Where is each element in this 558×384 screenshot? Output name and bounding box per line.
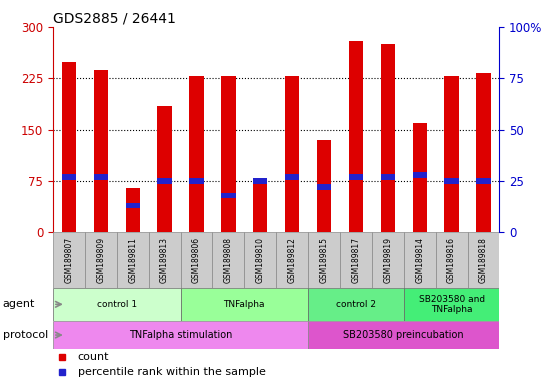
Bar [404,288,499,321]
Bar [381,44,395,232]
Bar [477,73,490,232]
Bar [157,178,172,184]
Bar [53,288,181,321]
Bar [477,178,490,184]
Bar [157,106,172,232]
Bar [285,76,299,232]
Bar [181,232,213,288]
Bar [253,179,267,232]
Bar [62,63,76,232]
Bar [404,232,436,288]
Bar [444,178,459,184]
Bar [53,321,308,349]
Text: GSM189815: GSM189815 [320,237,329,283]
Bar [317,184,331,190]
Text: GSM189808: GSM189808 [224,237,233,283]
Bar [253,178,267,184]
Text: TNFalpha stimulation: TNFalpha stimulation [129,330,232,340]
Text: percentile rank within the sample: percentile rank within the sample [78,367,266,377]
Text: control 1: control 1 [97,300,137,309]
Bar [468,232,499,288]
Text: GSM189813: GSM189813 [160,237,169,283]
Bar [349,41,363,232]
Text: GSM189819: GSM189819 [383,237,392,283]
Bar [126,188,140,232]
Bar [221,76,235,232]
Text: GSM189811: GSM189811 [128,237,137,283]
Bar [189,178,204,184]
Bar [117,232,148,288]
Text: GSM189810: GSM189810 [256,237,264,283]
Bar [213,232,244,288]
Bar [148,232,181,288]
Text: SB203580 preincubation: SB203580 preincubation [343,330,464,340]
Bar [53,232,85,288]
Bar [221,193,235,198]
Text: GSM189812: GSM189812 [288,237,297,283]
Bar [94,174,108,180]
Bar [62,174,76,180]
Bar [285,174,299,180]
Text: GSM189816: GSM189816 [447,237,456,283]
Bar [189,76,204,232]
Bar [317,140,331,232]
Text: GSM189817: GSM189817 [352,237,360,283]
Bar [94,70,108,232]
Bar [412,123,427,232]
Text: count: count [78,352,109,362]
Text: TNFalpha: TNFalpha [224,300,265,309]
Bar [126,203,140,209]
Bar [349,174,363,180]
Bar [412,172,427,177]
Bar [436,232,468,288]
Bar [444,76,459,232]
Bar [181,288,308,321]
Text: SB203580 and
TNFalpha: SB203580 and TNFalpha [418,295,485,314]
Text: GSM189809: GSM189809 [97,237,105,283]
Text: agent: agent [3,299,35,310]
Text: GSM189818: GSM189818 [479,237,488,283]
Text: GSM189806: GSM189806 [192,237,201,283]
Text: protocol: protocol [3,330,48,340]
Bar [340,232,372,288]
Bar [276,232,308,288]
Text: GSM189807: GSM189807 [65,237,74,283]
Text: GSM189814: GSM189814 [415,237,424,283]
Bar [85,232,117,288]
Bar [381,174,395,180]
Text: GDS2885 / 26441: GDS2885 / 26441 [53,12,176,26]
Bar [308,232,340,288]
Bar [308,288,404,321]
Bar [308,321,499,349]
Bar [244,232,276,288]
Text: control 2: control 2 [336,300,376,309]
Bar [372,232,404,288]
